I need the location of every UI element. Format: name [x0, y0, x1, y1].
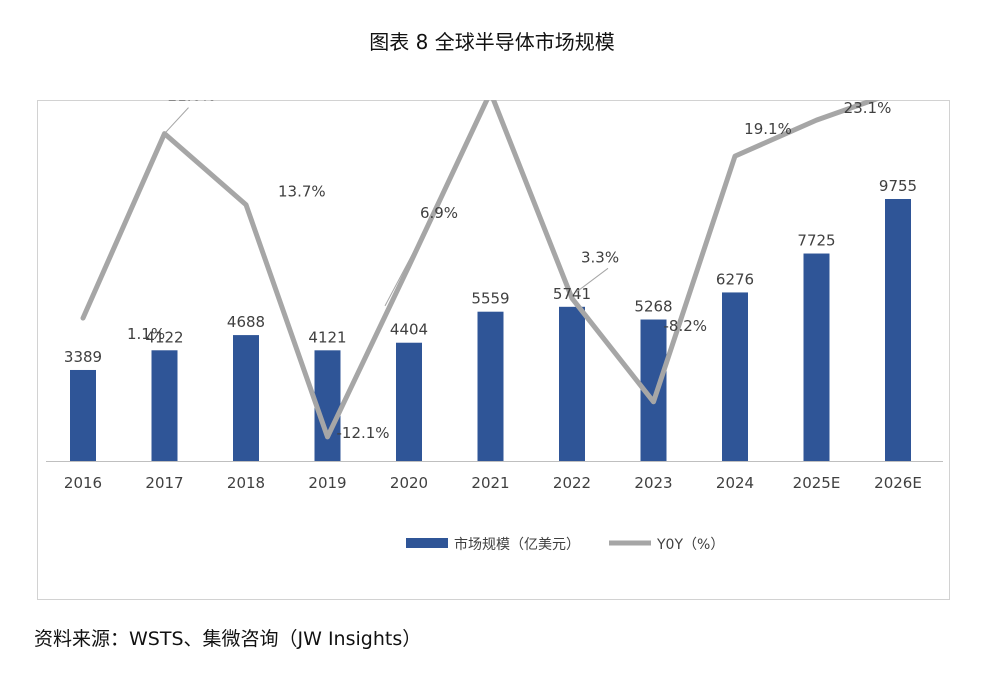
- bar-2026E: [885, 199, 911, 461]
- yoy-value-label-2024: 19.1%: [744, 120, 792, 138]
- yoy-value-label-2019: -12.1%: [337, 424, 390, 442]
- yoy-line: [80, 100, 881, 440]
- bar-value-label-2016: 3389: [64, 348, 102, 366]
- x-tick-label-2019: 2019: [308, 474, 346, 492]
- x-tick-label-2025E: 2025E: [793, 474, 841, 492]
- legend-bar-swatch: [406, 538, 448, 548]
- bar-value-label-2022: 5741: [553, 285, 591, 303]
- x-tick-label-2020: 2020: [390, 474, 428, 492]
- x-tick-label-2016: 2016: [64, 474, 102, 492]
- bar-value-label-2024: 6276: [716, 270, 754, 288]
- yoy-value-label-2022: 3.3%: [581, 248, 619, 266]
- yoy-value-label-2023: -8.2%: [664, 317, 708, 335]
- legend-bar-label: 市场规模（亿美元）: [454, 536, 580, 553]
- yoy-leader-2022: [575, 267, 609, 293]
- x-tick-label-2022: 2022: [553, 474, 591, 492]
- bar-value-label-2026E: 9755: [879, 177, 917, 195]
- bar-value-label-2021: 5559: [471, 290, 509, 308]
- figure-title: 图表 8 全球半导体市场规模: [369, 30, 615, 54]
- source-note: 资料来源：WSTS、集微咨询（JW Insights）: [34, 628, 422, 650]
- x-tick-label-2023: 2023: [634, 474, 672, 492]
- bar-2016: [70, 369, 96, 461]
- bar-value-label-2023: 5268: [634, 298, 672, 316]
- bar-2021: [477, 311, 504, 461]
- bar-2017: [151, 350, 178, 461]
- yoy-value-label-2016: 1.1%: [127, 325, 165, 343]
- legend-line-label: Y0Y（%）: [656, 537, 724, 553]
- x-tick-label-2026E: 2026E: [874, 474, 922, 492]
- yoy-value-label-2025E: 23.1%: [844, 100, 892, 117]
- bar-value-label-2018: 4688: [227, 313, 265, 331]
- x-tick-label-2024: 2024: [716, 474, 754, 492]
- x-tick-label-2017: 2017: [145, 474, 183, 492]
- yoy-value-label-2018: 13.7%: [278, 183, 326, 201]
- yoy-value-label-2020: 6.9%: [420, 204, 458, 222]
- bar-2025E: [803, 253, 830, 461]
- x-tick-label-2018: 2018: [227, 474, 265, 492]
- bar-2022: [559, 306, 585, 461]
- yoy-value-label-2017: 21.6%: [168, 100, 216, 105]
- x-tick-label-2021: 2021: [471, 474, 509, 492]
- bar-2024: [722, 292, 748, 461]
- bar-value-label-2025E: 7725: [797, 232, 835, 250]
- chart: 3389 4122 4688 4121 4404 5559 5741 5268 6276 7725…: [46, 100, 943, 553]
- bar-value-label-2017: 4122: [145, 328, 183, 346]
- bar-2018: [233, 335, 259, 461]
- yoy-leader-2017: [164, 107, 189, 134]
- bar-value-label-2020: 4404: [390, 321, 428, 339]
- bar-2020: [396, 342, 422, 461]
- bar-value-label-2019: 4121: [308, 328, 346, 346]
- yoy-leader-2020: [384, 237, 422, 307]
